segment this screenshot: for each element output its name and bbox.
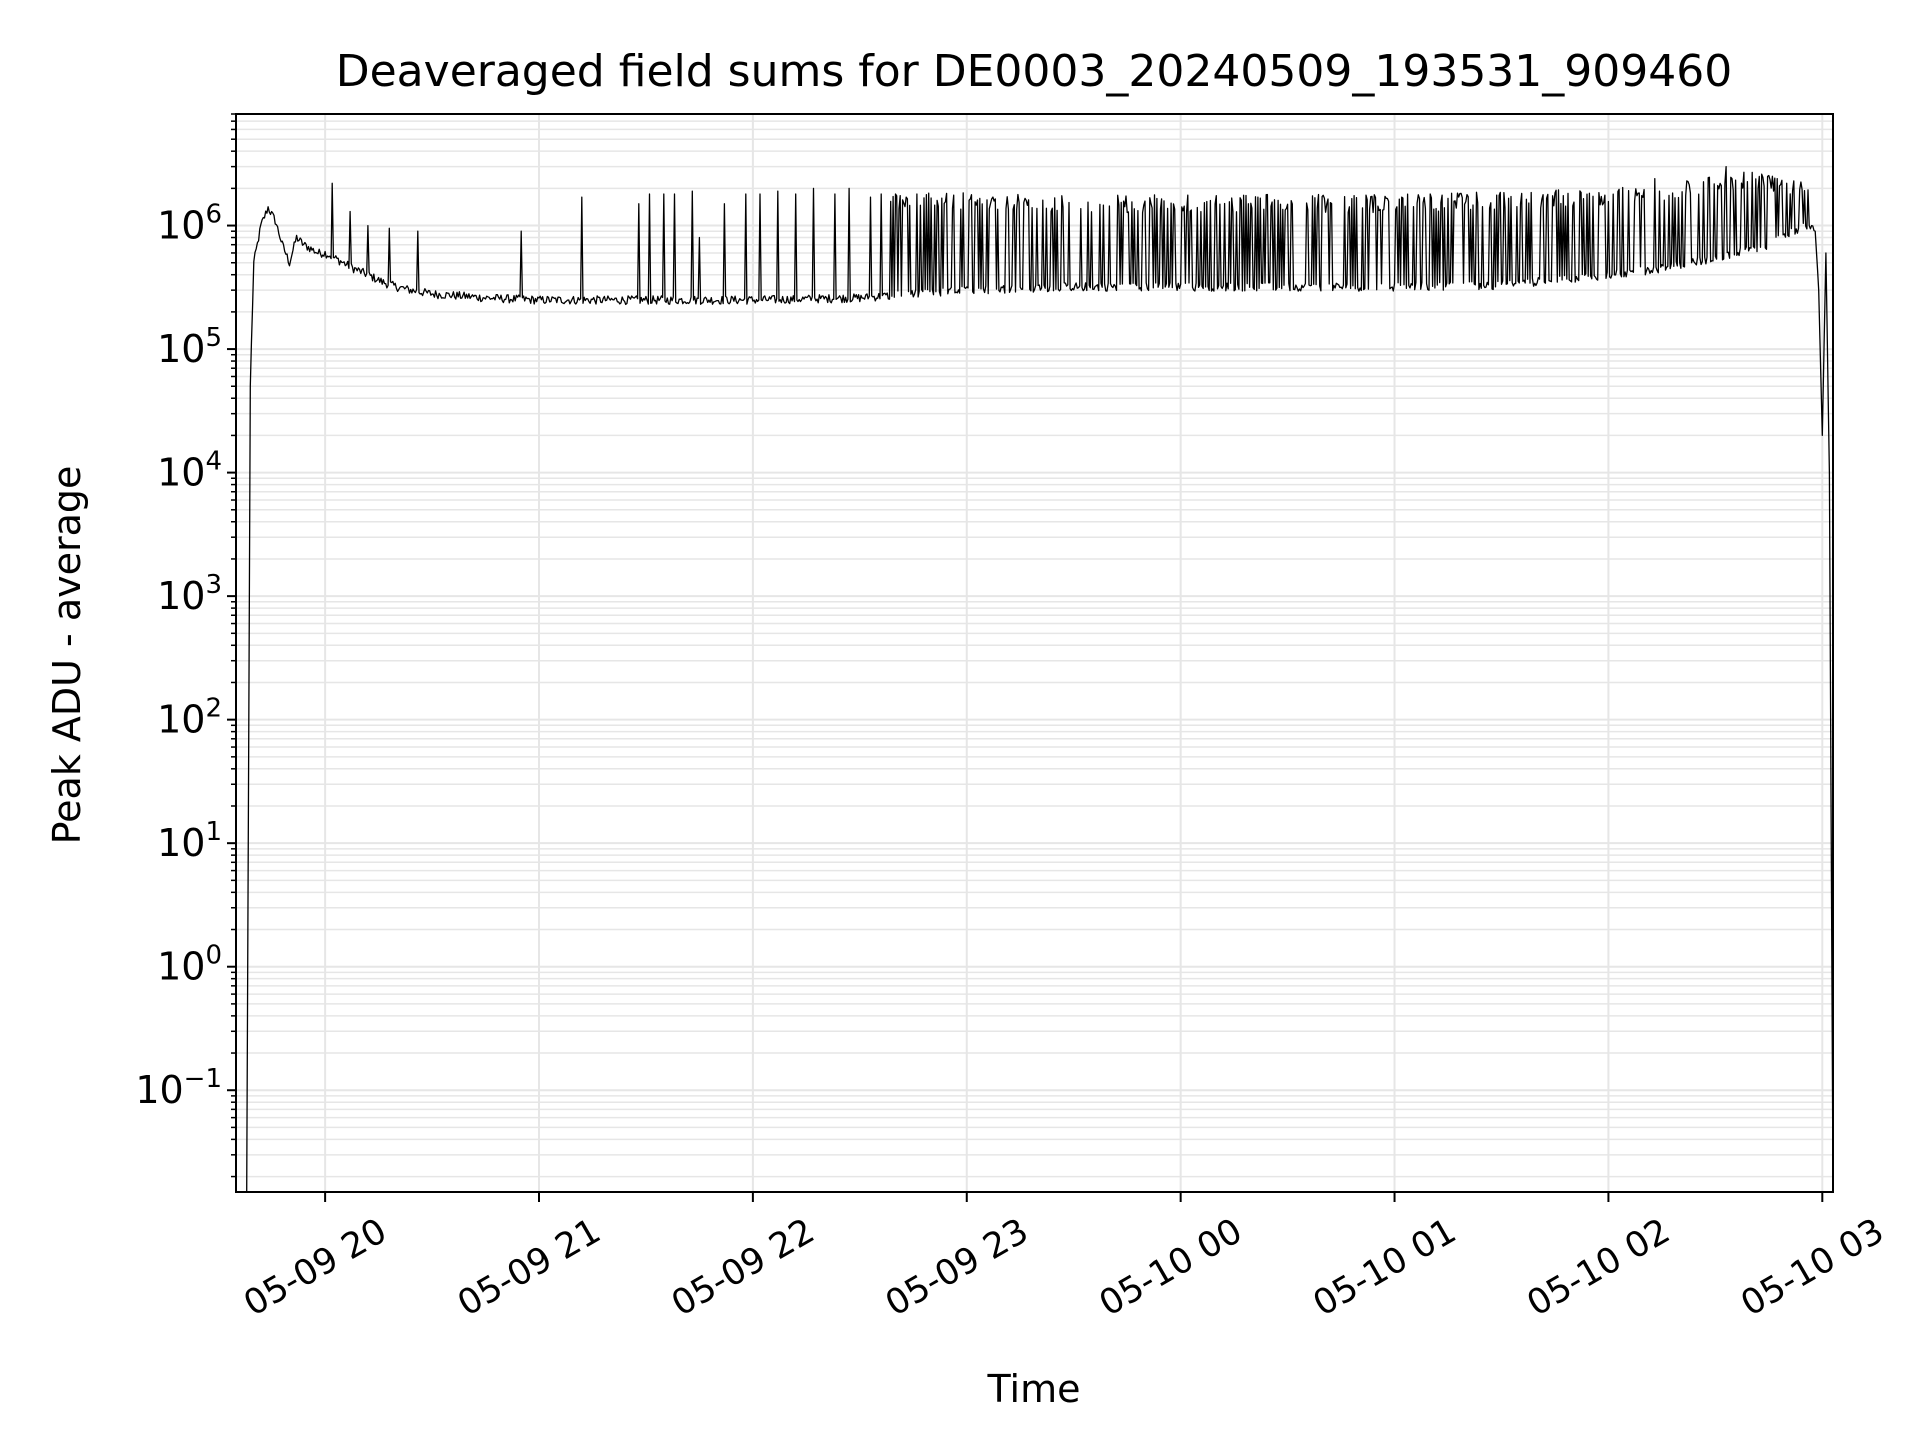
plot-frame — [235, 113, 1834, 1193]
x-axis-label: Time — [987, 1367, 1081, 1411]
y-axis-label: Peak ADU - average — [45, 466, 89, 845]
series-layer — [246, 165, 1833, 1192]
series-line — [246, 165, 1833, 1192]
grid — [236, 113, 1833, 1192]
chart-title: Deaveraged field sums for DE0003_2024050… — [336, 46, 1733, 97]
y-tick-label: 104 — [157, 447, 222, 495]
